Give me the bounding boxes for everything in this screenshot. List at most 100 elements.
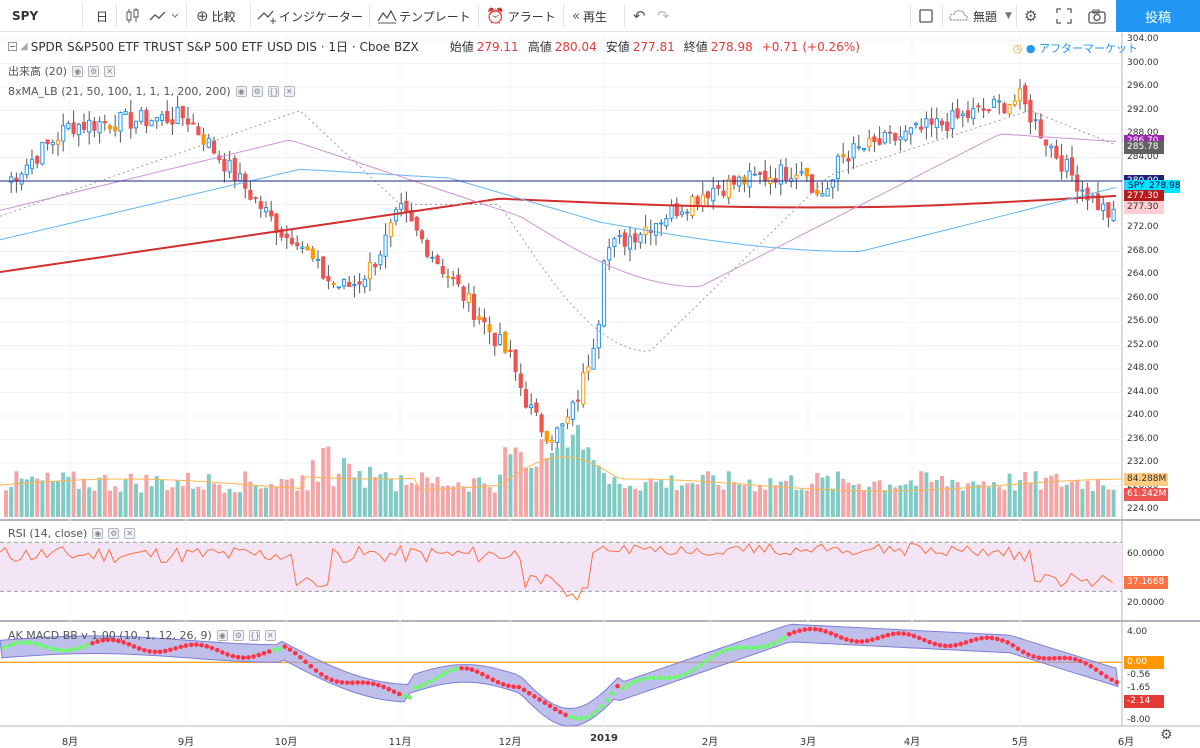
volume-bar (711, 475, 716, 517)
volume-tag: 61.242M (1124, 488, 1168, 501)
settings-icon[interactable]: ⚙ (232, 630, 244, 641)
chart-canvas[interactable] (0, 33, 1200, 748)
macd-dot (948, 643, 953, 649)
eye-icon[interactable]: ◉ (92, 528, 104, 539)
candle (378, 254, 383, 266)
macd-dot (864, 638, 870, 644)
chart-area[interactable]: − ◢ SPDR S&P500 ETF TRUST S&P 500 ETF US… (0, 33, 1200, 748)
fullscreen-toggle-button[interactable] (918, 0, 934, 32)
source-code-icon[interactable]: {} (248, 630, 261, 641)
settings-icon[interactable]: ⚙ (88, 65, 100, 77)
candle (711, 187, 716, 202)
layout-name-button[interactable]: 無題 ▼ (948, 0, 1012, 32)
volume-bar (420, 472, 424, 517)
candle (508, 349, 513, 353)
publish-button[interactable]: 投稿 (1116, 0, 1200, 32)
rsi-band (0, 542, 1122, 592)
settings-icon[interactable]: ⚙ (108, 528, 120, 539)
macd-dot (69, 647, 74, 653)
macd-dot (1093, 667, 1099, 672)
volume-bar (50, 481, 55, 517)
axis-settings-button[interactable]: ⚙ (1160, 727, 1173, 743)
candle (882, 132, 887, 144)
compare-button[interactable]: ⊕ 比較 (196, 0, 236, 32)
close-icon[interactable]: ✕ (104, 65, 116, 77)
volume-bar (851, 484, 856, 517)
macd-dot (651, 675, 657, 681)
volume-bar (383, 472, 388, 517)
volume-bar (326, 446, 331, 517)
volume-bar (414, 484, 419, 517)
redo-button[interactable]: ↷ (657, 0, 673, 32)
price-axis-label: 272.00 (1127, 222, 1159, 232)
macd-dot (433, 676, 438, 681)
macd-dot (173, 646, 178, 651)
candle (71, 122, 76, 134)
time-axis-label: 6月 (1117, 737, 1135, 748)
volume-bar (539, 439, 544, 517)
volume-bar (1096, 478, 1100, 517)
volume-bar (524, 467, 528, 517)
rsi-axis-label: 20.0000 (1127, 597, 1165, 608)
candle (669, 205, 674, 219)
volume-bar (206, 473, 211, 517)
macd-dot (1010, 643, 1016, 648)
macd-dot (1057, 655, 1062, 661)
candle (679, 211, 685, 215)
volume-bar (1033, 471, 1038, 517)
candle (1095, 193, 1101, 210)
volume-bar (269, 483, 274, 517)
volume-bar (243, 471, 248, 517)
candle (721, 190, 726, 196)
collapse-icon[interactable]: − (8, 42, 17, 51)
fullscreen-button[interactable] (1056, 0, 1072, 32)
ma50-line (0, 133, 1117, 288)
eye-icon[interactable]: ◉ (216, 630, 228, 641)
macd-dot (500, 682, 506, 687)
source-code-icon[interactable]: {} (267, 86, 279, 97)
candle (716, 184, 721, 189)
volume-bar (472, 478, 476, 517)
after-market-indicator[interactable]: ◷ ● アフターマーケット (1012, 42, 1138, 55)
macd-dot (157, 649, 163, 655)
candle (934, 118, 939, 129)
volume-legend: 出来高 (20) ◉ ⚙ ✕ (8, 63, 116, 79)
eye-icon[interactable]: ◉ (235, 86, 247, 97)
candle-style-button[interactable] (124, 0, 142, 32)
close-icon[interactable]: ✕ (283, 86, 295, 97)
volume-bar (836, 471, 840, 517)
undo-button[interactable]: ↶ (633, 0, 649, 32)
price-tag: 285.78 (1124, 140, 1164, 154)
snapshot-button[interactable] (1088, 0, 1106, 32)
symbol-search-button[interactable]: SPY (12, 9, 39, 23)
templates-button[interactable]: テンプレート (377, 0, 471, 32)
volume-bar (955, 482, 960, 517)
indicators-button[interactable]: インジケーター (257, 0, 363, 32)
templates-icon (377, 9, 397, 24)
candle (352, 283, 357, 286)
eye-icon[interactable]: ◉ (72, 65, 84, 77)
line-style-button[interactable] (148, 0, 180, 32)
volume-bar (830, 488, 835, 517)
candle (487, 324, 492, 333)
candle (700, 194, 705, 207)
settings-button[interactable]: ⚙ (1024, 0, 1040, 32)
settings-icon[interactable]: ⚙ (251, 86, 263, 97)
price-axis-label: 304.00 (1127, 34, 1159, 44)
macd-dot (344, 680, 350, 686)
price-axis-label: 300.00 (1127, 57, 1159, 68)
close-icon[interactable]: ✕ (264, 630, 276, 641)
ma100-line (0, 168, 1117, 252)
alert-button[interactable]: ⏰ アラート (486, 0, 556, 32)
replay-button[interactable]: « 再生 (572, 0, 607, 32)
close-icon[interactable]: ✕ (124, 528, 136, 539)
candle (341, 279, 347, 287)
macd-dot (204, 644, 210, 649)
interval-button[interactable]: 日 (96, 9, 109, 24)
volume-bar (508, 454, 513, 517)
volume-bar (893, 487, 898, 517)
candle (300, 246, 305, 249)
macd-dot (698, 662, 704, 668)
macd-dot (677, 673, 683, 679)
volume-bar (40, 480, 45, 517)
